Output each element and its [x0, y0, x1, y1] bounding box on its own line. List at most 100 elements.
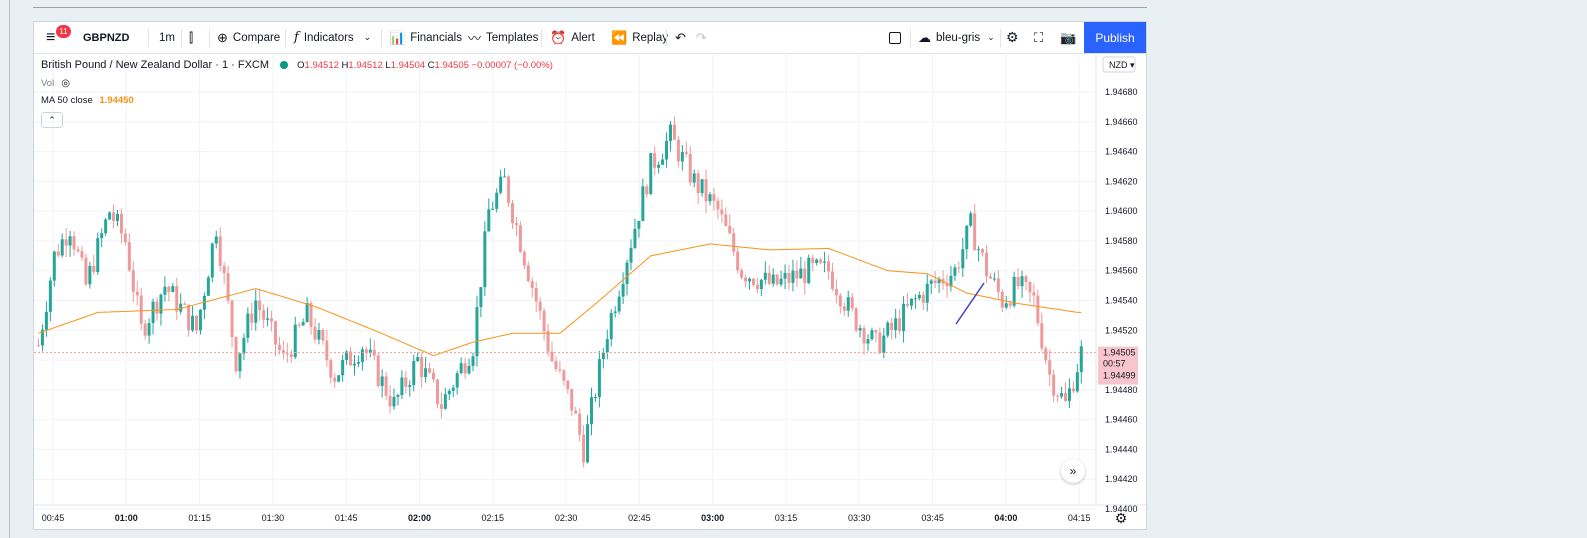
- candle: [799, 256, 803, 279]
- candle: [368, 338, 372, 358]
- bid-price-value: 1.94499: [1103, 371, 1136, 381]
- candle: [250, 302, 254, 331]
- candle: [1064, 381, 1067, 402]
- replay-button[interactable]: ⏪ Replay: [611, 22, 668, 53]
- financials-button[interactable]: 📊 Financials: [389, 22, 462, 53]
- time-tick-label: 03:00: [701, 513, 724, 523]
- candle: [72, 231, 76, 256]
- symbol-search-button[interactable]: GBPNZD: [83, 31, 130, 44]
- collapse-legend-button[interactable]: ⌃: [41, 112, 63, 128]
- fullscreen-button[interactable]: ⛶: [1034, 22, 1043, 53]
- time-tick-label: 04:00: [994, 513, 1017, 523]
- publish-button[interactable]: Publish: [1084, 22, 1146, 53]
- candle: [459, 357, 463, 375]
- candle: [740, 268, 744, 280]
- chart-canvas[interactable]: 1.94680 1.94660 1.94640 1.94620 1.94600 1.945…: [34, 53, 1146, 529]
- candle: [929, 278, 933, 294]
- eye-hidden-icon[interactable]: ◎: [61, 78, 71, 89]
- candle: [633, 218, 637, 250]
- candle: [1067, 378, 1071, 409]
- candle: [751, 277, 755, 287]
- candle: [815, 258, 819, 266]
- time-axis: 00:45 01:00 01:15 01:30 01:45 02:00 02:15 02:30…: [42, 513, 1091, 523]
- candle: [985, 245, 988, 283]
- candle: [277, 336, 281, 355]
- menu-button[interactable]: ≡: [46, 22, 55, 53]
- candle: [76, 245, 80, 254]
- candle: [842, 302, 846, 316]
- alert-button[interactable]: ⏰ Alert: [550, 22, 595, 53]
- candle: [854, 306, 858, 333]
- candle: [333, 372, 337, 388]
- indicators-button[interactable]: f Indicators ⌄: [294, 22, 371, 53]
- candle: [558, 360, 562, 373]
- candle: [917, 291, 921, 301]
- candle: [68, 230, 72, 257]
- volume-legend[interactable]: Vol ◎: [41, 77, 70, 89]
- candle: [755, 277, 759, 293]
- chart-settings-corner-button[interactable]: ⚙: [1109, 508, 1133, 528]
- ma-label: MA 50 close: [41, 95, 93, 106]
- saved-layout-button[interactable]: ☁ bleu-gris ⌄: [918, 22, 995, 53]
- candle: [898, 309, 902, 335]
- chart-widget: ≡ 11 GBPNZD 1m ⫿ ⊕ Compare f Indicators …: [33, 21, 1147, 530]
- currency-selector[interactable]: NZD ▾: [1102, 56, 1136, 73]
- candle: [487, 198, 491, 232]
- candle: [309, 300, 313, 335]
- candle: [297, 322, 301, 328]
- candle: [712, 187, 716, 211]
- candle: [416, 352, 420, 363]
- snapshot-button[interactable]: 📷: [1060, 22, 1076, 53]
- candle: [593, 393, 597, 402]
- layout-select-button[interactable]: [889, 22, 901, 53]
- candle: [886, 320, 890, 338]
- candle: [195, 315, 198, 334]
- candle: [471, 352, 475, 372]
- candle: [274, 320, 277, 357]
- candle: [1012, 271, 1016, 308]
- candle: [163, 276, 167, 302]
- compare-button[interactable]: ⊕ Compare: [217, 22, 280, 53]
- settings-button[interactable]: ⚙: [1006, 22, 1019, 53]
- price-tick-label: 1.94440: [1105, 444, 1138, 454]
- ma-legend[interactable]: MA 50 close 1.94450: [41, 95, 134, 106]
- candle: [80, 245, 84, 261]
- candle: [479, 287, 483, 318]
- candle: [100, 228, 104, 248]
- candle: [862, 325, 866, 355]
- candle: [37, 338, 40, 347]
- candle: [973, 203, 977, 251]
- notification-badge: 11: [56, 25, 71, 38]
- chevron-down-icon: ⌄: [987, 32, 995, 42]
- candle: [819, 257, 823, 265]
- redo-button[interactable]: ↷: [696, 22, 707, 53]
- candle: [913, 294, 917, 309]
- price-tick-label: 1.94420: [1105, 474, 1138, 484]
- candle: [641, 178, 645, 222]
- price-tick-label: 1.94520: [1105, 325, 1138, 335]
- candle: [787, 265, 791, 290]
- candle: [981, 248, 985, 257]
- templates-button[interactable]: 〰 Templates: [468, 22, 538, 53]
- layout-name-label: bleu-gris: [936, 31, 981, 44]
- candle: [1020, 270, 1024, 298]
- interval-button[interactable]: 1m: [159, 31, 175, 44]
- main-series-legend[interactable]: British Pound / New Zealand Dollar · 1 ·…: [41, 59, 553, 71]
- candle: [392, 388, 396, 410]
- scroll-to-realtime-button[interactable]: »: [1061, 459, 1085, 483]
- chart-type-button[interactable]: ⫿: [189, 22, 193, 53]
- candle: [992, 272, 996, 282]
- candle: [850, 293, 854, 312]
- time-tick-label: 01:45: [335, 513, 358, 523]
- candle: [744, 274, 748, 288]
- cloud-icon: ☁: [918, 29, 931, 45]
- candle: [637, 220, 641, 238]
- candle: [317, 322, 321, 345]
- candle: [183, 301, 187, 306]
- undo-button[interactable]: ↶: [675, 22, 686, 53]
- candle: [202, 292, 206, 320]
- candles-icon: ⫿: [189, 29, 194, 45]
- candle: [48, 277, 52, 322]
- candle: [554, 356, 558, 372]
- candle: [293, 316, 297, 360]
